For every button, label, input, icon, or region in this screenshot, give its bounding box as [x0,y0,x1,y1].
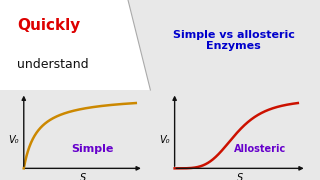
Text: Allosteric: Allosteric [234,144,286,154]
Text: V₀: V₀ [159,135,170,145]
Text: V₀: V₀ [9,135,19,145]
Text: understand: understand [17,58,89,71]
Text: S: S [237,173,243,180]
Text: S: S [80,173,86,180]
Text: Simple: Simple [71,144,114,154]
Text: Quickly: Quickly [17,18,81,33]
Text: Simple vs allosteric
Enzymes: Simple vs allosteric Enzymes [173,30,294,51]
